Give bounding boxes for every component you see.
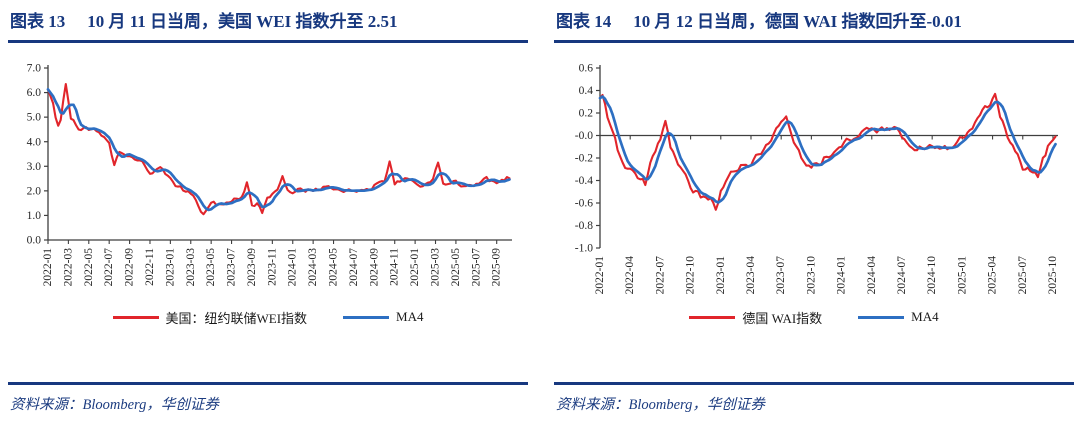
y-tick-label: -0.8 <box>575 220 593 232</box>
blue-line-swatch <box>343 315 390 319</box>
y-tick-label: 3.0 <box>27 161 42 173</box>
x-tick-label: 2025-01 <box>956 256 968 295</box>
y-tick-label: 0.2 <box>579 108 594 120</box>
x-tick-label: 2023-07 <box>226 248 238 287</box>
title-underline <box>8 40 528 44</box>
legend-label: 德国 WAI指数 <box>742 310 823 326</box>
y-tick-label: -0.6 <box>575 198 593 210</box>
title-underline <box>554 40 1074 44</box>
y-tick-label: 2.0 <box>27 186 42 198</box>
x-tick-label: 2023-09 <box>246 248 258 287</box>
legend-item-wei-ma4: MA4 <box>343 309 424 325</box>
x-tick-label: 2022-03 <box>62 248 74 287</box>
chart-area-wei: 0.0 1.0 2.0 3.0 4.0 5.0 6.0 7.0 2022-01 2022-03 20… <box>8 59 528 307</box>
x-tick-label: 2025-05 <box>450 248 462 287</box>
x-tick-label: 2024-01 <box>836 256 848 295</box>
x-tick-label: 2022-09 <box>124 248 136 287</box>
legend-item-wai-ma4: MA4 <box>858 309 939 325</box>
series-raw-line <box>598 93 1057 212</box>
y-tick-label: -0.2 <box>575 153 593 165</box>
x-tick-label: 2025-04 <box>987 256 999 295</box>
legend-item-wai-series: 德国 WAI指数 <box>689 308 822 327</box>
figure-tag: 图表 14 <box>556 12 612 31</box>
x-tick-label: 2023-03 <box>185 248 197 287</box>
figure-tag: 图表 13 <box>10 12 66 31</box>
chart-area-wai: -1.0 -0.8 -0.6 -0.4 -0.2 -0.0 0.2 0.4 0.6 2022-01… <box>554 59 1074 307</box>
figure-title: 图表 13 10 月 11 日当周，美国 WEI 指数升至 2.51 <box>8 4 528 40</box>
legend-label: MA4 <box>911 309 939 325</box>
legend-wei: 美国：纽约联储WEI指数 MA4 <box>8 307 528 327</box>
x-tick-label: 2025-01 <box>409 248 421 287</box>
series-raw-line <box>46 83 511 216</box>
x-tick-label: 2024-07 <box>348 248 360 287</box>
figure-wei-us: 图表 13 10 月 11 日当周，美国 WEI 指数升至 2.51 0.0 1.… <box>8 4 528 428</box>
x-tick-label: 2023-10 <box>805 256 817 295</box>
chart-canvas-wei: 0.0 1.0 2.0 3.0 4.0 5.0 6.0 7.0 2022-01 2022-03 20… <box>27 63 512 287</box>
x-tick-label: 2024-07 <box>896 256 908 295</box>
legend-label: 美国：纽约联储WEI指数 <box>165 310 308 326</box>
legend-wai: 德国 WAI指数 MA4 <box>554 307 1074 327</box>
x-tick-label: 2023-01 <box>164 248 176 287</box>
x-tick-label: 2025-07 <box>470 248 482 287</box>
y-tick-label: -0.0 <box>575 130 593 142</box>
x-tick-label: 2022-01 <box>594 256 606 295</box>
x-tick-label: 2024-03 <box>307 248 319 287</box>
x-tick-label: 2025-03 <box>430 248 442 287</box>
x-tick-label: 2025-10 <box>1047 256 1059 295</box>
blue-line-swatch <box>858 315 905 319</box>
figure-title: 图表 14 10 月 12 日当周，德国 WAI 指数回升至-0.01 <box>554 4 1074 40</box>
y-tick-label: 1.0 <box>27 210 42 222</box>
y-tick-label: 6.0 <box>27 87 42 99</box>
y-tick-label: 7.0 <box>27 63 42 75</box>
y-tick-label: 0.6 <box>579 63 594 75</box>
x-tick-label: 2024-05 <box>328 248 340 287</box>
red-line-swatch <box>689 315 736 319</box>
x-tick-label: 2024-09 <box>368 248 380 287</box>
x-tick-label: 2022-04 <box>624 256 636 295</box>
x-tick-label: 2024-11 <box>389 248 401 286</box>
x-tick-label: 2025-09 <box>491 248 503 287</box>
red-line-swatch <box>112 315 159 319</box>
x-tick-label: 2022-11 <box>144 248 156 286</box>
y-tick-label: -1.0 <box>575 243 593 255</box>
x-tick-label: 2025-07 <box>1017 256 1029 295</box>
y-tick-label: -0.4 <box>575 175 593 187</box>
x-tick-label: 2023-11 <box>266 248 278 286</box>
y-tick-label: 0.4 <box>579 85 594 97</box>
x-tick-label: 2023-05 <box>205 248 217 287</box>
x-tick-label: 2022-07 <box>654 256 666 295</box>
series-ma4-line <box>598 95 1057 205</box>
x-tick-label: 2022-01 <box>42 248 54 287</box>
figure-title-text: 10 月 12 日当周，德国 WAI 指数回升至-0.01 <box>633 12 962 31</box>
x-tick-label: 2024-10 <box>926 256 938 295</box>
figure-wai-germany: 图表 14 10 月 12 日当周，德国 WAI 指数回升至-0.01 -1.0… <box>554 4 1074 428</box>
source-note: 资料来源：Bloomberg，华创证券 <box>8 382 528 414</box>
chart-canvas-wai: -1.0 -0.8 -0.6 -0.4 -0.2 -0.0 0.2 0.4 0.6 2022-01… <box>575 63 1059 295</box>
y-tick-label: 5.0 <box>27 112 42 124</box>
legend-item-wei-series: 美国：纽约联储WEI指数 <box>112 308 308 327</box>
x-tick-label: 2024-01 <box>287 248 299 287</box>
x-tick-label: 2023-01 <box>715 256 727 295</box>
x-tick-label: 2023-07 <box>775 256 787 295</box>
y-tick-label: 4.0 <box>27 137 42 149</box>
source-note: 资料来源：Bloomberg，华创证券 <box>554 382 1074 414</box>
x-tick-label: 2022-10 <box>685 256 697 295</box>
x-tick-label: 2023-04 <box>745 256 757 295</box>
legend-label: MA4 <box>396 309 424 325</box>
x-tick-label: 2022-07 <box>103 248 115 287</box>
series-ma4-line <box>46 88 511 212</box>
figure-title-text: 10 月 11 日当周，美国 WEI 指数升至 2.51 <box>87 12 398 31</box>
x-tick-label: 2022-05 <box>83 248 95 287</box>
y-tick-label: 0.0 <box>27 235 42 247</box>
x-tick-label: 2024-04 <box>866 256 878 295</box>
